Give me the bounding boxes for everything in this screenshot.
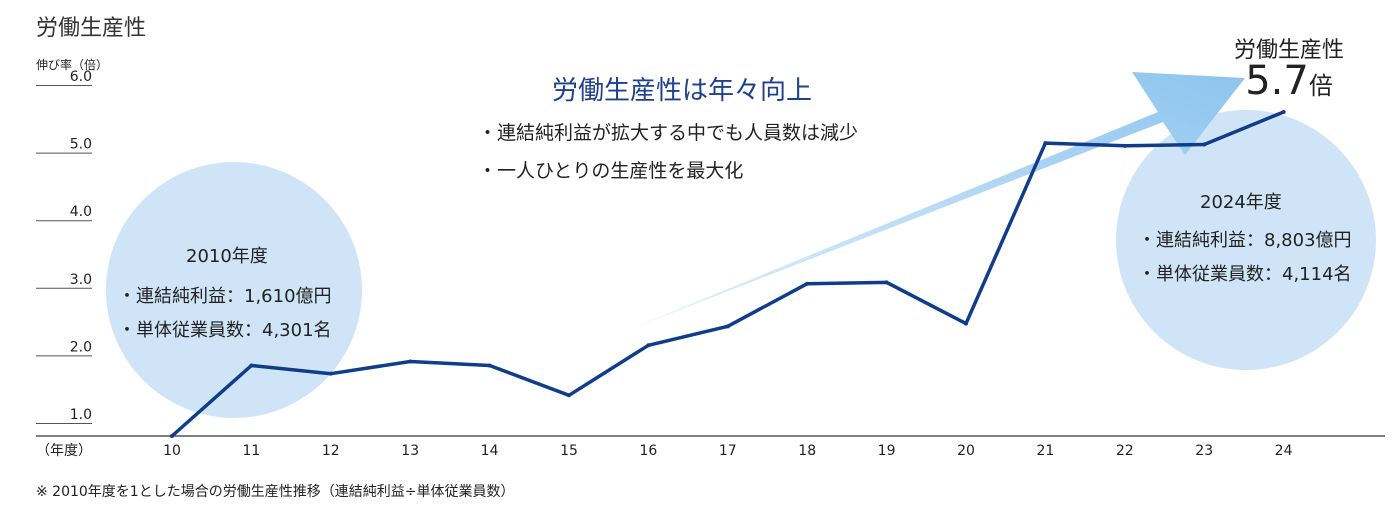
data-point-14 [487, 363, 492, 368]
highlight-number: 5.7 [1245, 58, 1309, 104]
data-point-10 [170, 434, 174, 438]
x-tick-label-20: 20 [957, 443, 975, 459]
data-point-24 [1281, 110, 1286, 115]
data-point-15 [567, 393, 571, 398]
footnote: ※ 2010年度を1とした場合の労働生産性推移（連結純利益÷単体従業員数） [36, 484, 515, 500]
callout-2010-profit: ・連結純利益：1,610億円 [118, 286, 332, 307]
data-point-11 [249, 363, 254, 368]
y-tick-label-1: 5.0 [70, 137, 92, 153]
callout-2024-profit: ・連結純利益：8,803億円 [1138, 230, 1352, 251]
headline: 労働生産性は年々向上 [552, 76, 813, 106]
callout-circle-2024 [1116, 110, 1376, 370]
bullet-2: ・一人ひとりの生産性を最大化 [478, 160, 744, 182]
x-tick-label-19: 19 [878, 443, 896, 459]
y-tick-label-2: 4.0 [70, 204, 92, 220]
data-point-17 [725, 324, 730, 329]
x-tick-label-24: 24 [1275, 443, 1293, 459]
x-tick-label-12: 12 [322, 443, 340, 459]
data-point-16 [646, 343, 651, 348]
x-tick-label-16: 16 [639, 443, 657, 459]
callout-circle-2010 [106, 162, 362, 418]
y-tick-label-3: 3.0 [70, 272, 92, 288]
highlight-value: 5.7倍 [1214, 58, 1364, 104]
y-axis-unit: 伸び率（倍） [36, 58, 109, 72]
x-axis-label: （年度） [36, 443, 92, 459]
y-tick-label-4: 2.0 [70, 339, 92, 355]
x-tick-label-17: 17 [719, 443, 737, 459]
x-tick-label-18: 18 [798, 443, 816, 459]
chart-title: 労働生産性 [36, 16, 147, 41]
x-tick-label-22: 22 [1116, 443, 1134, 459]
data-point-13 [408, 359, 413, 364]
x-tick-label-21: 21 [1036, 443, 1054, 459]
x-tick-label-13: 13 [401, 443, 419, 459]
callout-2010-employees: ・単体従業員数：4,301名 [118, 320, 332, 341]
data-point-12 [328, 371, 333, 376]
bullet-1: ・連結純利益が拡大する中でも人員数は減少 [478, 122, 859, 144]
data-point-23 [1202, 142, 1207, 147]
data-point-21 [1043, 141, 1048, 146]
data-point-22 [1122, 143, 1127, 148]
x-tick-label-11: 11 [242, 443, 260, 459]
highlight-unit: 倍 [1308, 72, 1333, 100]
data-point-19 [884, 280, 889, 285]
y-tick-label-0: 6.0 [70, 69, 92, 85]
x-tick-label-23: 23 [1195, 443, 1213, 459]
callout-2024-year: 2024年度 [1200, 192, 1282, 213]
trend-arrow [628, 72, 1245, 330]
callout-2010-year: 2010年度 [186, 246, 268, 267]
data-point-18 [805, 281, 810, 286]
callout-2024-employees: ・単体従業員数：4,114名 [1138, 264, 1352, 285]
x-tick-label-15: 15 [560, 443, 578, 459]
data-point-20 [964, 321, 968, 326]
x-tick-label-14: 14 [481, 443, 499, 459]
x-tick-label-10: 10 [163, 443, 181, 459]
highlight-label: 労働生産性 [1233, 38, 1344, 63]
y-tick-label-5: 1.0 [70, 407, 92, 423]
